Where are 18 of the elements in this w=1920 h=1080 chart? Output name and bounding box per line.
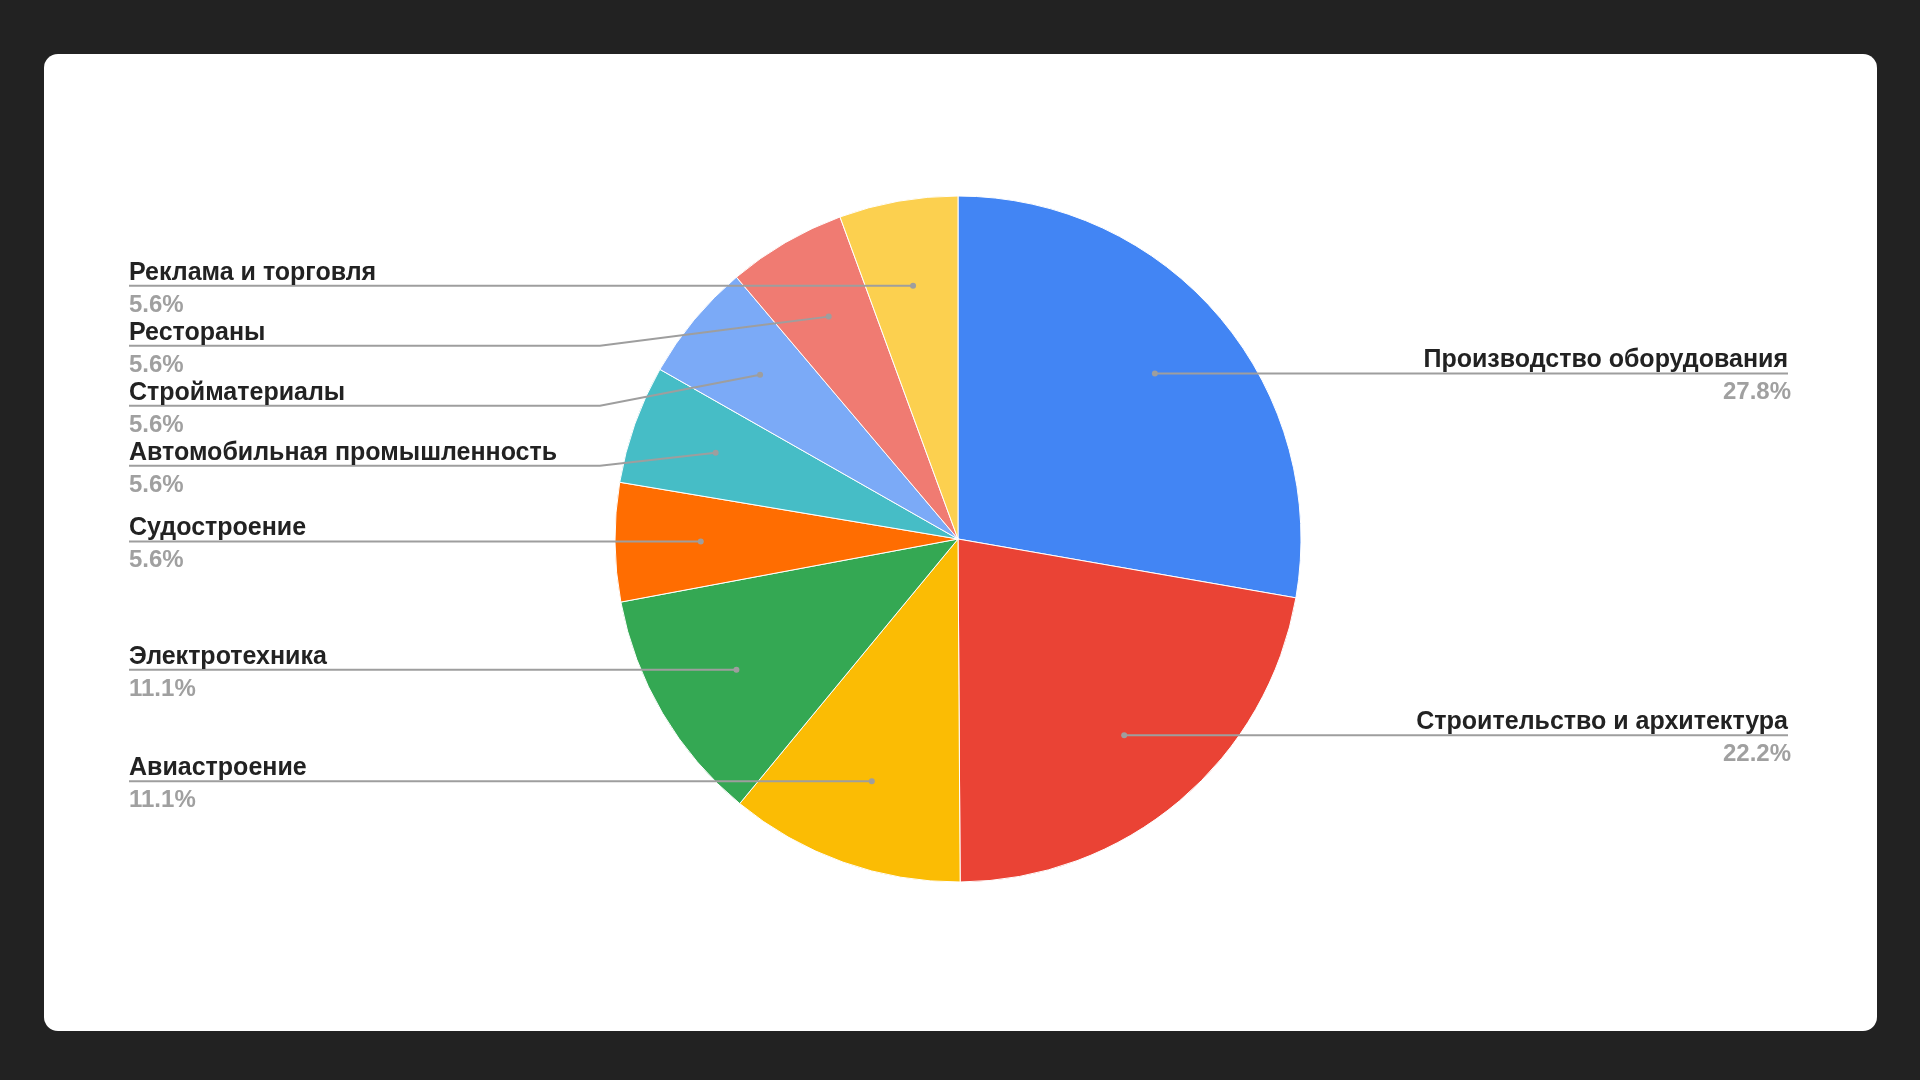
slice-label: Рестораны	[129, 316, 266, 345]
data-label: 11.1%	[129, 785, 196, 813]
slice-label: Строительство и архитектура	[1416, 706, 1790, 735]
slice-label: Судостроение	[129, 512, 307, 541]
data-label: 5.6%	[129, 545, 184, 573]
data-label: 5.6%	[129, 469, 184, 497]
data-label: 5.6%	[129, 349, 184, 377]
slice-label: Стройматериалы	[129, 376, 346, 405]
slice-label: Автомобильная промышленность	[129, 436, 558, 465]
slice-label: Электротехника	[129, 640, 328, 669]
data-label: 11.1%	[129, 673, 196, 701]
data-label: 5.6%	[129, 289, 184, 317]
slice-label: Реклама и торговля	[129, 256, 377, 285]
data-label: 5.6%	[129, 409, 184, 437]
data-label: 27.8%	[1722, 377, 1791, 405]
slice-label: Авиастроение	[129, 752, 307, 781]
data-label: 22.2%	[1722, 739, 1791, 767]
slice-label: Производство оборудования	[1423, 344, 1788, 373]
